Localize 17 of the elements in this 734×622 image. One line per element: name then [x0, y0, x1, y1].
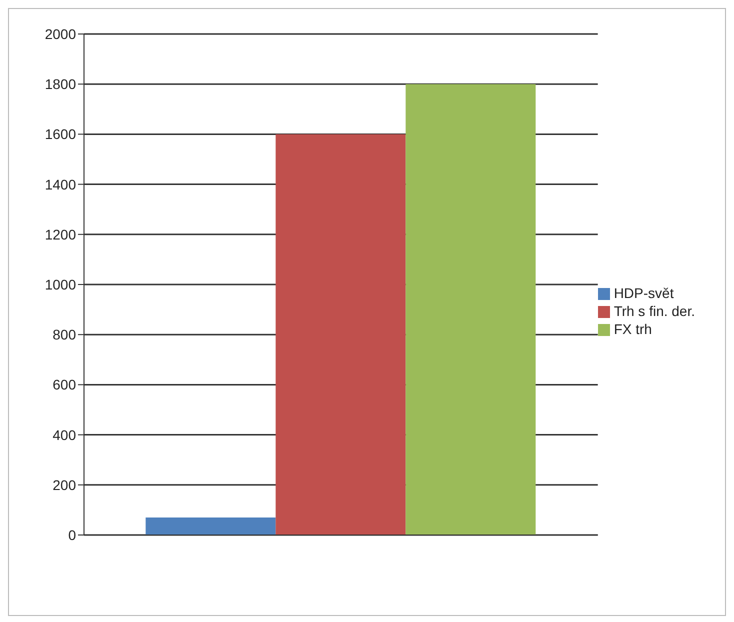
y-tick-label: 1600	[44, 126, 76, 142]
y-tick-label: 200	[52, 476, 76, 493]
y-tick-label: 1000	[44, 276, 76, 292]
y-tick-label: 1200	[44, 226, 76, 242]
y-tick-label: 600	[52, 376, 76, 393]
y-tick-label: 1400	[44, 176, 76, 192]
legend-label: HDP-svět	[614, 285, 674, 301]
y-tick-label: 1800	[44, 76, 76, 92]
legend-label: FX trh	[614, 321, 652, 337]
y-tick-label: 400	[52, 426, 76, 443]
legend-label: Trh s fin. der.	[614, 303, 695, 319]
bar	[406, 84, 536, 535]
y-tick-label: 0	[68, 526, 76, 543]
y-tick-label: 2000	[44, 26, 76, 42]
y-tick-label: 800	[52, 326, 76, 343]
bar	[146, 517, 276, 535]
bar	[276, 134, 406, 535]
